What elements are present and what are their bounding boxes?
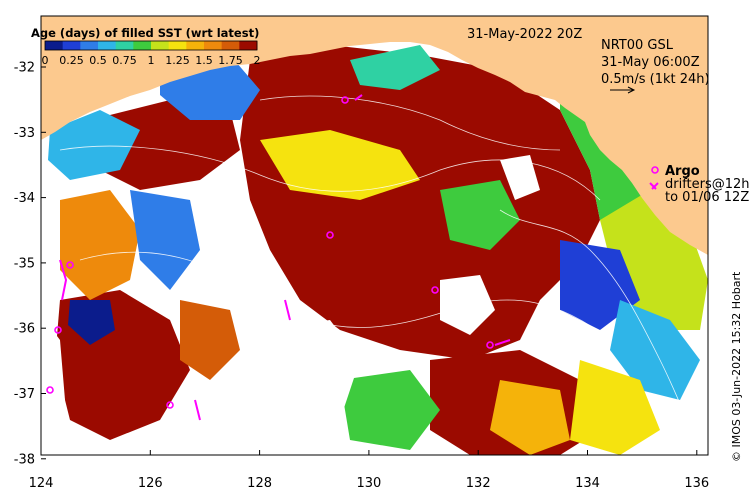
y-axis-ticks: -32 -33 -34 -35 -36 -37 -38 <box>14 61 46 467</box>
colorbar-swatches <box>45 41 258 50</box>
sst-patch-teal-north <box>350 45 440 90</box>
colorbar-tick-label: 0 <box>42 54 49 67</box>
x-tick-label: 134 <box>575 476 600 491</box>
colorbar-swatch <box>221 41 240 50</box>
gsl-contour-3 <box>499 209 701 451</box>
colorbar-tick-label: 0.25 <box>59 54 84 67</box>
no-data-hole-south <box>240 320 360 440</box>
colorbar-swatch <box>115 41 134 50</box>
vector-scale-label: 0.5m/s (1kt 24h) <box>601 72 710 87</box>
colorbar-tick-label: 2 <box>254 54 261 67</box>
argo-marker <box>341 96 349 104</box>
colorbar-swatch <box>98 41 117 50</box>
colorbar-swatch <box>151 41 170 50</box>
no-data-hole-north <box>500 155 540 200</box>
land-mass <box>41 16 708 255</box>
argo-marker <box>54 326 62 334</box>
colorbar-tick-label: 0.75 <box>112 54 137 67</box>
x-tick-label: 128 <box>247 476 272 491</box>
no-data-hole-west <box>41 320 65 440</box>
imos-credit: © IMOS 03-Jun-2022 15:32 Hobart <box>730 271 743 462</box>
argo-legend-marker <box>651 166 659 174</box>
argo-marker <box>66 261 74 269</box>
x-tick-label: 132 <box>466 476 491 491</box>
colorbar-swatch <box>204 41 223 50</box>
sst-patch-green-central <box>440 180 520 250</box>
colorbar-swatch <box>62 41 81 50</box>
sst-patch-cyan-nw <box>48 110 140 180</box>
gsl-contours <box>59 95 701 451</box>
y-tick-label: -36 <box>14 322 35 337</box>
colorbar-tick-label: 1.5 <box>195 54 213 67</box>
y-tick-label: -38 <box>14 452 35 467</box>
gsl-contour-2 <box>79 251 611 341</box>
sst-patch-orange-se <box>490 380 570 455</box>
argo-legend-label: Argo <box>665 164 700 179</box>
argo-marker <box>431 286 439 294</box>
colorbar-frame <box>44 40 258 51</box>
drifter-track <box>194 399 201 421</box>
sst-patch-yellow-north <box>260 130 420 200</box>
vector-scale-arrow <box>610 86 636 94</box>
colorbar-tick-labels: 0 0.25 0.5 0.75 1 1.25 1.5 1.75 2 <box>42 54 261 67</box>
colorbar-swatch <box>80 41 99 50</box>
colorbar-tick-label: 1.75 <box>218 54 243 67</box>
drifter-tracks <box>59 94 511 421</box>
colorbar-swatch <box>239 41 258 50</box>
sst-patch-yellow-se <box>570 360 660 455</box>
x-axis-ticks: 124 126 128 130 132 134 136 <box>29 450 709 491</box>
sst-patch-old-main <box>240 45 600 360</box>
sst-patch-orange-west <box>60 190 140 300</box>
x-tick-label: 136 <box>684 476 709 491</box>
x-tick-label: 126 <box>138 476 163 491</box>
sst-patch-darkorange-sw <box>180 300 240 380</box>
y-tick-label: -33 <box>14 126 35 141</box>
colorbar-swatch <box>133 41 152 50</box>
drifter-legend-marker <box>649 182 659 190</box>
gsl-legend-title: NRT00 GSL <box>601 38 674 53</box>
gsl-legend-time: 31-May 06:00Z <box>601 55 700 70</box>
sst-patch-old-nw <box>90 100 240 190</box>
drifter-legend-line1: drifters@12h <box>665 177 750 192</box>
plot-frame <box>40 15 709 456</box>
map-area <box>41 16 708 455</box>
sst-patch-navy-sw <box>68 300 115 345</box>
drifter-track <box>59 259 68 301</box>
y-tick-label: -37 <box>14 387 35 402</box>
colorbar-swatch <box>168 41 187 50</box>
colorbar-tick-label: 1 <box>148 54 155 67</box>
colorbar-swatch <box>186 41 205 50</box>
drifter-track <box>284 299 291 321</box>
y-tick-label: -32 <box>14 61 35 76</box>
colorbar-tick-label: 1.25 <box>165 54 190 67</box>
argo-marker <box>486 341 494 349</box>
y-tick-label: -35 <box>14 256 35 271</box>
map-timestamp: 31-May-2022 20Z <box>467 27 582 42</box>
argo-marker <box>46 386 54 394</box>
drifter-track <box>494 339 511 346</box>
gsl-contour-1 <box>59 145 601 201</box>
drifter-track <box>354 94 363 101</box>
argo-marker <box>166 401 174 409</box>
x-tick-label: 130 <box>356 476 381 491</box>
colorbar-title: Age (days) of filled SST (wrt latest) <box>31 26 259 40</box>
drifter-legend-line2: to 01/06 12Z <box>665 190 749 205</box>
x-tick-label: 124 <box>29 476 54 491</box>
gsl-contour-4 <box>259 95 561 151</box>
gsl-legend: NRT00 GSL 31-May 06:00Z 0.5m/s (1kt 24h) <box>601 38 710 94</box>
sst-patch-blue-west <box>130 190 200 290</box>
argo-marker <box>326 231 334 239</box>
y-tick-label: -34 <box>14 191 35 206</box>
argo-markers <box>46 96 494 409</box>
colorbar-swatch <box>45 41 64 50</box>
colorbar-tick-label: 0.5 <box>89 54 107 67</box>
sst-patch-green-south <box>340 370 440 450</box>
argo-drifter-legend: Argo drifters@12h to 01/06 12Z <box>649 164 750 205</box>
